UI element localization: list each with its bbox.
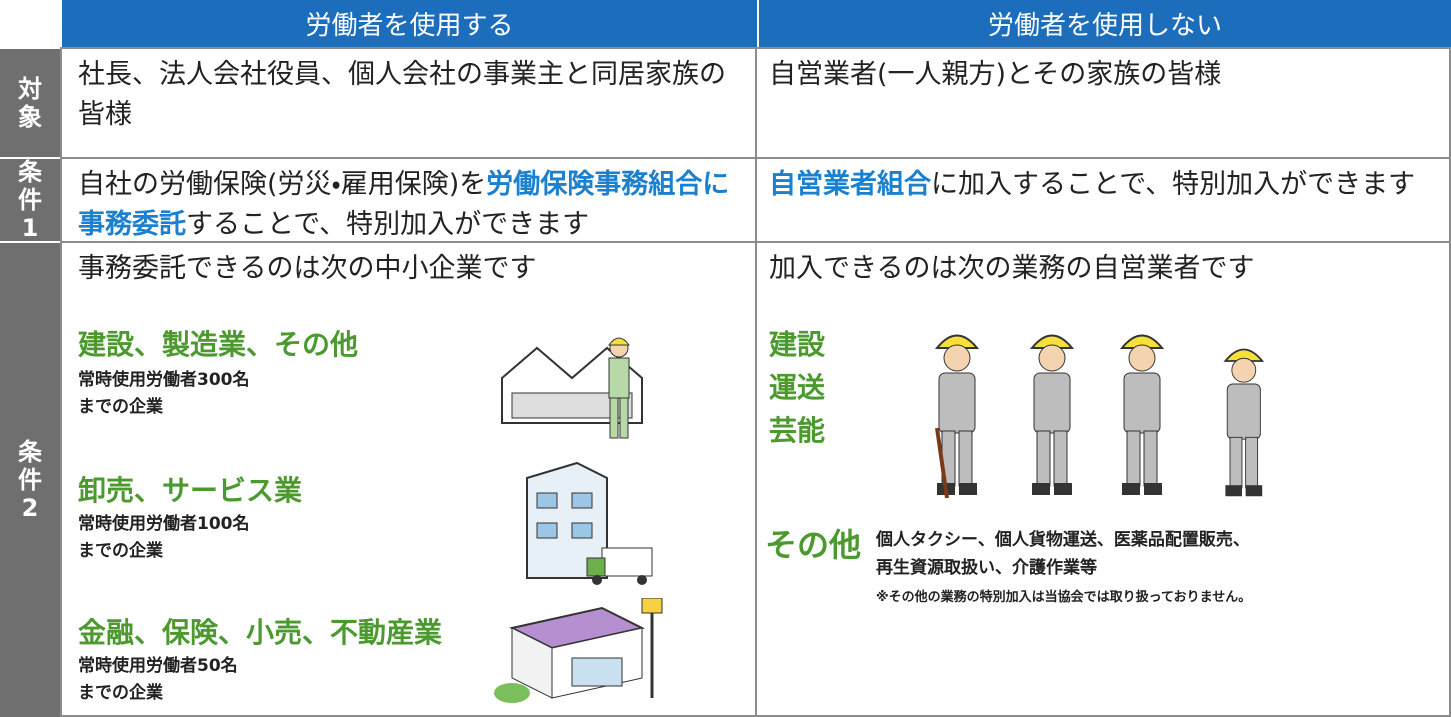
highlight-text: 労働保険事務組合に事務委託 bbox=[78, 169, 730, 240]
row-label: 条件2 bbox=[0, 241, 60, 717]
other-name: その他 bbox=[765, 526, 862, 564]
group-name: 金融、保険、小売、不動産業 bbox=[78, 616, 443, 649]
group-name: 建設、製造業、その他 bbox=[78, 328, 359, 361]
factory-illustration bbox=[501, 337, 643, 439]
group-line: 常時使用労働者100名 bbox=[78, 514, 250, 534]
category: 建設 bbox=[769, 328, 826, 361]
workers-illustration bbox=[934, 334, 1264, 499]
category: 芸能 bbox=[769, 414, 826, 447]
row-label-text: 条件1 bbox=[18, 158, 42, 242]
cell-text: 自営業者(一人親方)とその家族の皆様 bbox=[769, 59, 1222, 90]
row-label-text: 対象 bbox=[18, 75, 42, 131]
highlight-text: 自営業者組合 bbox=[769, 169, 931, 200]
note: ※その他の業務の特別加入は当協会では取り扱っておりません。 bbox=[876, 590, 1252, 605]
cell: 社長、法人会社役員、個人会社の事業主と同居家族の皆様 bbox=[60, 47, 757, 157]
row-label-text: 条件2 bbox=[18, 438, 42, 522]
other-line: 再生資源取扱い、介護作業等 bbox=[876, 558, 1097, 578]
intro: 事務委託できるのは次の中小企業です bbox=[78, 253, 537, 284]
column-header: 労働者を使用しない bbox=[757, 0, 1451, 47]
other-line: 個人タクシー、個人貨物運送、医薬品配置販売、 bbox=[876, 530, 1250, 550]
cell: 自営業者組合に加入することで、特別加入ができます bbox=[757, 157, 1451, 241]
category: 運送 bbox=[769, 371, 826, 404]
group-line: 常時使用労働者300名 bbox=[78, 370, 250, 390]
cell-text: に加入することで、特別加入ができます bbox=[931, 169, 1416, 200]
row-label: 対象 bbox=[0, 47, 60, 157]
cell-text: 自社の労働保険(労災・雇用保険)を bbox=[78, 169, 487, 200]
cell-text: することで、特別加入ができます bbox=[186, 209, 590, 240]
intro: 加入できるのは次の業務の自営業者です bbox=[769, 253, 1255, 284]
cell-text: 社長、法人会社役員、個人会社の事業主と同居家族の皆様 bbox=[78, 59, 726, 130]
cell: 事務委託できるのは次の中小企業です 建設、製造業、その他 常時使用労働者300名… bbox=[60, 241, 757, 717]
group-name: 卸売、サービス業 bbox=[78, 474, 303, 507]
row-label: 条件1 bbox=[0, 157, 60, 242]
column-header: 労働者を使用する bbox=[60, 0, 757, 47]
cell: 加入できるのは次の業務の自営業者です 建設運送芸能 その他 個人タクシー、個人貨… bbox=[757, 241, 1451, 717]
group-line: までの企業 bbox=[78, 397, 163, 417]
cell: 自社の労働保険(労災・雇用保険)を労働保険事務組合に事務委託することで、特別加入… bbox=[60, 157, 757, 241]
group-line: までの企業 bbox=[78, 683, 163, 703]
group-line: までの企業 bbox=[78, 541, 163, 561]
group-line: 常時使用労働者50名 bbox=[78, 656, 238, 676]
cell: 自営業者(一人親方)とその家族の皆様 bbox=[757, 47, 1451, 157]
shop-illustration bbox=[494, 598, 663, 703]
building-illustration bbox=[526, 461, 653, 585]
